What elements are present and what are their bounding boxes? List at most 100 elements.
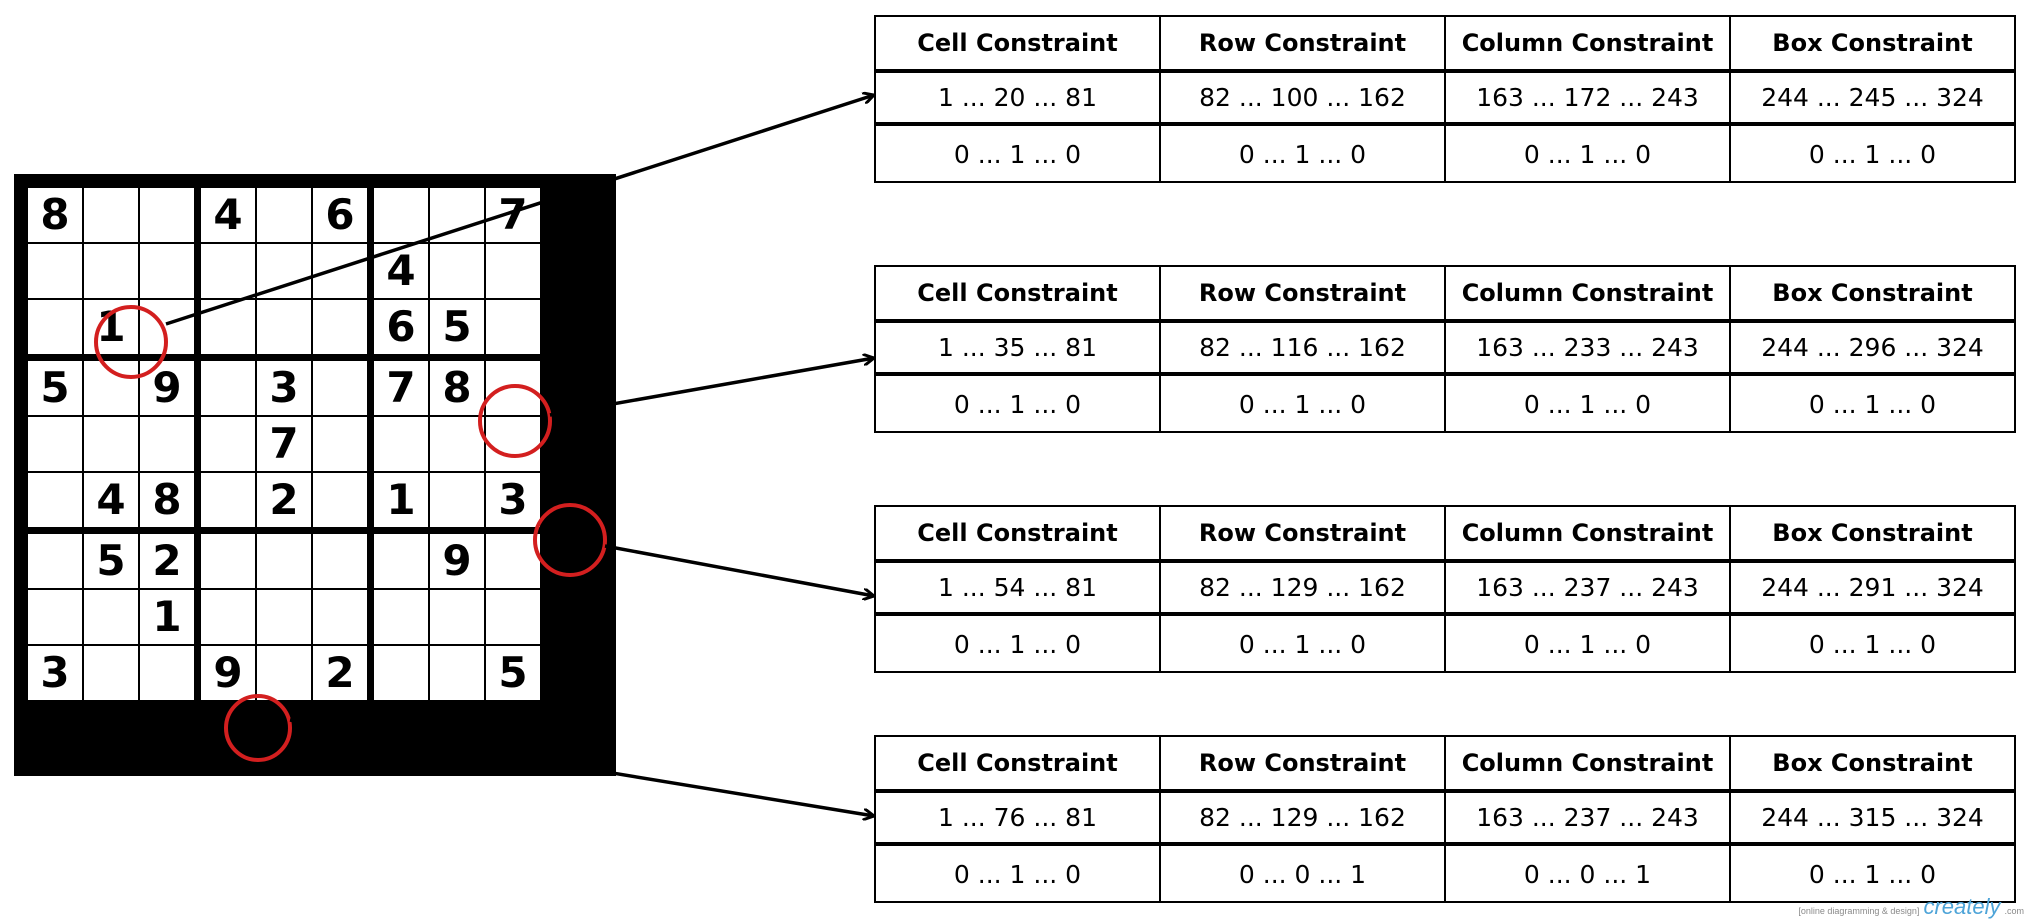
watermark: [online diagramming & design] creately .… [1798, 894, 2024, 920]
header-column-constraint: Column Constraint [1446, 17, 1731, 69]
sudoku-cell [84, 646, 138, 700]
sudoku-cell [313, 361, 367, 415]
sudoku-cell: 9 [430, 534, 484, 588]
cell-bits: 0 ... 1 ... 0 [876, 126, 1161, 181]
sudoku-cell: 6 [313, 188, 367, 242]
sudoku-cell: 8 [28, 188, 82, 242]
sudoku-cell [257, 646, 311, 700]
cell-bits: 0 ... 1 ... 0 [876, 616, 1161, 671]
sudoku-cell [430, 188, 484, 242]
sudoku-cell: 2 [313, 646, 367, 700]
sudoku-cell [28, 300, 82, 354]
sudoku-cell [486, 534, 540, 588]
sudoku-cell [313, 590, 367, 644]
row-bits: 0 ... 0 ... 1 [1161, 846, 1446, 901]
row-range: 82 ... 116 ... 162 [1161, 322, 1446, 372]
cell-range: 1 ... 54 ... 81 [876, 562, 1161, 612]
header-row-constraint: Row Constraint [1161, 267, 1446, 319]
sudoku-cell [140, 417, 194, 471]
header-column-constraint: Column Constraint [1446, 507, 1731, 559]
arrow-to-table-3 [604, 544, 874, 596]
sudoku-cell: 5 [430, 300, 484, 354]
sudoku-cell [486, 590, 540, 644]
arrow-to-table-2 [549, 358, 874, 417]
watermark-tagline: [online diagramming & design] [1798, 906, 1920, 916]
sudoku-cell [84, 244, 138, 298]
constraint-table: Cell Constraint Row Constraint Column Co… [874, 15, 2016, 183]
box-bits: 0 ... 1 ... 0 [1808, 630, 1937, 659]
box-bits: 0 ... 1 ... 0 [1808, 860, 1937, 889]
sudoku-cell [257, 300, 311, 354]
sudoku-cell: 9 [201, 646, 255, 700]
sudoku-cell: 5 [84, 534, 138, 588]
cell-bits: 0 ... 1 ... 0 [876, 376, 1161, 431]
cell-range: 1 ... 35 ... 81 [876, 322, 1161, 372]
cell-range: 1 ... 20 ... 81 [876, 72, 1161, 122]
column-range: 163 ... 233 ... 243 [1446, 322, 1731, 372]
sudoku-cell: 1 [374, 473, 428, 527]
header-box-constraint: Box Constraint [1772, 279, 1973, 307]
sudoku-cell: 8 [140, 473, 194, 527]
highlight-circle [94, 305, 168, 379]
cell-bits: 0 ... 1 ... 0 [876, 846, 1161, 901]
row-bits: 0 ... 1 ... 0 [1161, 616, 1446, 671]
row-bits: 0 ... 1 ... 0 [1161, 376, 1446, 431]
header-row-constraint: Row Constraint [1161, 17, 1446, 69]
sudoku-cell [430, 590, 484, 644]
column-range: 163 ... 237 ... 243 [1446, 562, 1731, 612]
row-range: 82 ... 129 ... 162 [1161, 792, 1446, 842]
sudoku-cell: 2 [140, 534, 194, 588]
header-box-constraint: Box Constraint [1772, 29, 1973, 57]
sudoku-cell: 2 [257, 473, 311, 527]
arrow-to-table-1 [165, 95, 874, 326]
highlight-circle [478, 384, 552, 458]
highlight-circle [224, 694, 292, 762]
sudoku-cell: 3 [486, 473, 540, 527]
sudoku-cell [374, 417, 428, 471]
column-bits: 0 ... 1 ... 0 [1446, 616, 1731, 671]
sudoku-cell [374, 188, 428, 242]
sudoku-cell [313, 534, 367, 588]
sudoku-cell [430, 244, 484, 298]
sudoku-cell: 1 [140, 590, 194, 644]
header-cell-constraint: Cell Constraint [876, 17, 1161, 69]
sudoku-cell [430, 473, 484, 527]
sudoku-cell [28, 590, 82, 644]
sudoku-cell [313, 473, 367, 527]
header-cell-constraint: Cell Constraint [876, 737, 1161, 789]
sudoku-cell: 3 [257, 361, 311, 415]
header-row-constraint: Row Constraint [1161, 507, 1446, 559]
sudoku-cell [374, 646, 428, 700]
box-bits: 0 ... 1 ... 0 [1808, 390, 1937, 419]
sudoku-cell: 3 [28, 646, 82, 700]
sudoku-cell [201, 590, 255, 644]
sudoku-cell [486, 417, 540, 471]
header-column-constraint: Column Constraint [1446, 267, 1731, 319]
header-cell-constraint: Cell Constraint [876, 267, 1161, 319]
sudoku-cell: 5 [28, 361, 82, 415]
header-box-constraint: Box Constraint [1772, 749, 1973, 777]
column-bits: 0 ... 0 ... 1 [1446, 846, 1731, 901]
sudoku-cell: 6 [374, 300, 428, 354]
column-range: 163 ... 237 ... 243 [1446, 792, 1731, 842]
box-range: 244 ... 245 ... 324 [1761, 82, 1984, 112]
sudoku-cell [84, 590, 138, 644]
sudoku-cell [140, 244, 194, 298]
sudoku-cell [201, 534, 255, 588]
sudoku-cell [430, 646, 484, 700]
header-row-constraint: Row Constraint [1161, 737, 1446, 789]
watermark-suffix: .com [2004, 906, 2024, 916]
box-bits: 0 ... 1 ... 0 [1808, 140, 1937, 169]
constraint-table: Cell Constraint Row Constraint Column Co… [874, 265, 2016, 433]
arrows [165, 95, 874, 816]
sudoku-cell: 4 [84, 473, 138, 527]
box-range: 244 ... 315 ... 324 [1761, 802, 1984, 832]
column-bits: 0 ... 1 ... 0 [1446, 126, 1731, 181]
sudoku-cell [201, 417, 255, 471]
sudoku-cell: 8 [430, 361, 484, 415]
box-range: 244 ... 291 ... 324 [1761, 572, 1984, 602]
row-range: 82 ... 129 ... 162 [1161, 562, 1446, 612]
sudoku-cell [84, 417, 138, 471]
sudoku-cell: 7 [374, 361, 428, 415]
box-range: 244 ... 296 ... 324 [1761, 332, 1984, 362]
